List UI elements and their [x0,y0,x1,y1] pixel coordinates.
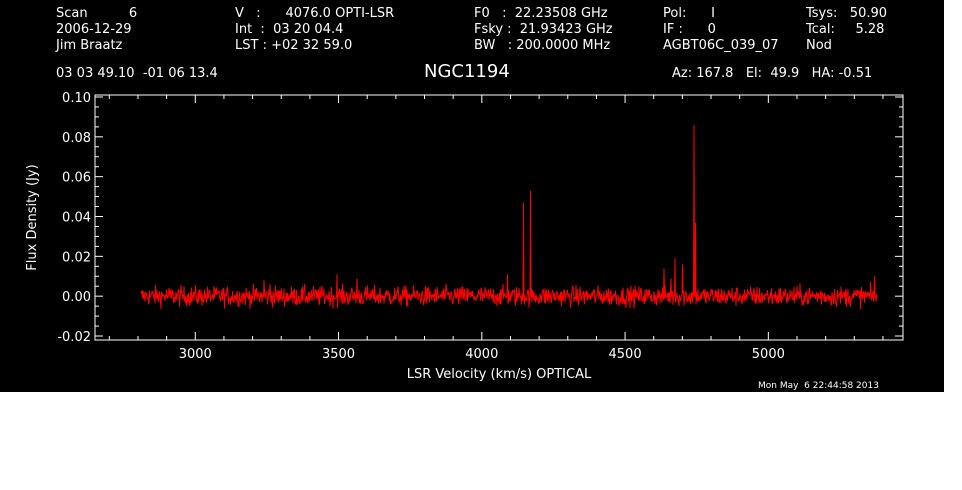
observation-date: 2006-12-29 [56,22,132,37]
render-timestamp: Mon May 6 22:44:58 2013 [758,381,879,391]
tcal-value: Tcal: 5.28 [806,22,885,37]
y-tick-label: 0.00 [62,290,91,305]
integration-time: Int : 03 20 04.4 [235,22,344,37]
procedure-name: Nod [806,38,832,53]
source-coordinates: 03 03 49.10 -01 06 13.4 [56,66,218,81]
tsys-value: Tsys: 50.90 [806,6,888,21]
y-tick-label: 0.06 [62,171,91,186]
velocity-info: V : 4076.0 OPTI-LSR [235,6,395,21]
x-tick-label: 4500 [609,347,642,362]
x-tick-label: 4000 [465,347,498,362]
project-id: AGBT06C_039_07 [663,38,779,53]
bandwidth: BW : 200.0000 MHz [474,38,611,53]
polarization: Pol: I [663,6,715,21]
x-axis-label: LSR Velocity (km/s) OPTICAL [407,367,592,382]
y-tick-label: 0.02 [62,250,91,265]
y-tick-label: 0.04 [62,211,91,226]
sky-frequency: Fsky : 21.93423 GHz [474,22,613,37]
az-el-ha: Az: 167.8 El: 49.9 HA: -0.51 [672,66,873,81]
plot-canvas: Scan 6 2006-12-29 Jim Braatz V : 4076.0 … [0,0,944,392]
y-tick-label: 0.08 [62,131,91,146]
x-tick-label: 3500 [322,347,355,362]
if-number: IF : 0 [663,22,716,37]
x-tick-label: 3000 [179,347,212,362]
y-tick-label: -0.02 [57,330,91,345]
rest-frequency: F0 : 22.23508 GHz [474,6,608,21]
y-tick-label: 0.10 [62,91,91,106]
lst-info: LST : +02 32 59.0 [235,38,353,53]
spectrum-line [140,124,878,310]
plot-frame [94,94,904,341]
scan-number: Scan 6 [56,6,138,21]
x-tick-label: 5000 [752,347,785,362]
spectrum-chart: 3000 3500 4000 4500 5000 -0.02 0.00 0.02 0.04 0.0… [25,91,904,382]
observer-name: Jim Braatz [56,38,123,53]
y-axis-label: Flux Density (Jy) [25,164,40,270]
source-name: NGC1194 [424,61,510,82]
